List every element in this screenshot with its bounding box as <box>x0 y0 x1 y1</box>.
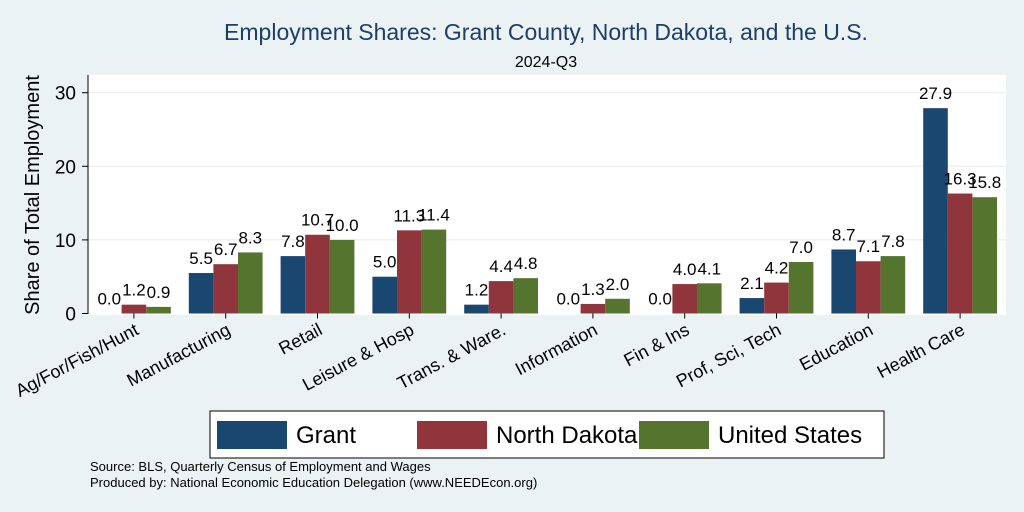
bar <box>947 193 973 314</box>
data-label: 7.8 <box>281 232 305 251</box>
x-category-label: Manufacturing <box>123 319 233 390</box>
y-tick-label: 10 <box>55 231 76 252</box>
bar <box>238 252 263 314</box>
data-label: 10.7 <box>301 211 334 230</box>
x-category-label: Prof, Sci, Tech <box>673 319 785 391</box>
produced-by-note: Produced by: National Economic Education… <box>90 475 537 490</box>
data-label: 4.0 <box>673 260 697 279</box>
bar <box>672 284 697 314</box>
legend <box>209 410 885 459</box>
bar <box>121 304 147 314</box>
data-label: 5.5 <box>189 249 213 268</box>
x-category-label: Education <box>796 319 876 374</box>
y-axis-label: Share of Total Employment <box>22 75 44 315</box>
data-label: 7.8 <box>881 232 905 251</box>
bar <box>580 303 606 314</box>
bar <box>372 276 397 314</box>
data-label: 27.9 <box>919 84 952 103</box>
y-ticks: 0 10 20 30 <box>55 84 88 326</box>
bar <box>856 261 881 314</box>
chart-subtitle: 2024-Q3 <box>515 54 577 71</box>
data-label: 5.0 <box>373 253 397 272</box>
bar <box>397 230 422 314</box>
x-category-label: Fin & Ins <box>620 319 692 370</box>
data-label: 2.0 <box>606 275 630 294</box>
bar <box>305 234 330 314</box>
bar <box>739 298 765 314</box>
data-labels: 0.0 1.2 0.95.5 6.78.3 7.810.710.05.011.311.4… <box>97 84 1001 308</box>
x-category-label: Information <box>512 319 601 379</box>
legend-swatch <box>417 421 487 449</box>
bar <box>213 264 238 314</box>
bar <box>188 273 214 314</box>
legend-label: Grant <box>296 422 356 449</box>
bar <box>880 256 906 314</box>
legend-label: United States <box>718 422 862 449</box>
data-label: 0.0 <box>556 290 580 309</box>
data-label: 15.8 <box>968 173 1001 192</box>
chart-title: Employment Shares: Grant County, North D… <box>224 19 868 45</box>
legend-items: Grant North Dakota United States <box>217 421 862 449</box>
bar <box>513 278 538 314</box>
data-label: 10.0 <box>326 216 359 235</box>
data-label: 1.3 <box>581 280 605 299</box>
data-label: 4.2 <box>765 259 789 278</box>
x-category-label: Ag/For/Fish/Hunt <box>12 319 142 401</box>
data-label: 0.0 <box>97 290 121 309</box>
bar <box>280 256 306 314</box>
data-label: 0.9 <box>147 283 171 302</box>
data-label: 4.1 <box>697 259 721 278</box>
y-tick-label: 30 <box>55 84 76 105</box>
bars <box>121 108 997 314</box>
data-label: 16.3 <box>944 170 977 189</box>
data-label: 6.7 <box>214 240 238 259</box>
data-label: 11.3 <box>393 206 425 225</box>
data-label: 8.7 <box>832 225 856 244</box>
bar <box>923 108 948 314</box>
bar <box>788 261 814 314</box>
data-label: 8.3 <box>238 228 262 247</box>
data-label: 0.0 <box>648 290 672 309</box>
bar <box>421 229 447 314</box>
gridlines <box>88 92 1006 241</box>
bar <box>831 249 856 314</box>
bar <box>464 304 489 314</box>
bar <box>488 281 514 314</box>
x-category-label: Retail <box>275 319 325 358</box>
data-label: 1.2 <box>465 281 489 300</box>
data-label: 7.0 <box>789 238 813 257</box>
data-label: 7.1 <box>856 237 880 256</box>
data-label: 2.1 <box>740 274 764 293</box>
bar <box>146 306 171 314</box>
legend-swatch <box>217 421 287 449</box>
data-label: 11.4 <box>418 206 450 225</box>
bar <box>764 282 789 314</box>
data-label: 4.8 <box>514 254 538 273</box>
source-note: Source: BLS, Quarterly Census of Employm… <box>90 459 431 474</box>
legend-swatch <box>639 421 709 449</box>
bar <box>972 197 997 314</box>
bar <box>329 239 355 314</box>
bar <box>605 298 630 314</box>
y-tick-label: 0 <box>65 305 76 326</box>
legend-label: North Dakota <box>496 422 638 449</box>
bar <box>697 283 722 314</box>
data-label: 4.4 <box>489 257 513 276</box>
y-tick-label: 20 <box>55 157 76 178</box>
x-category-label: Health Care <box>874 319 968 382</box>
data-label: 1.2 <box>122 281 146 300</box>
